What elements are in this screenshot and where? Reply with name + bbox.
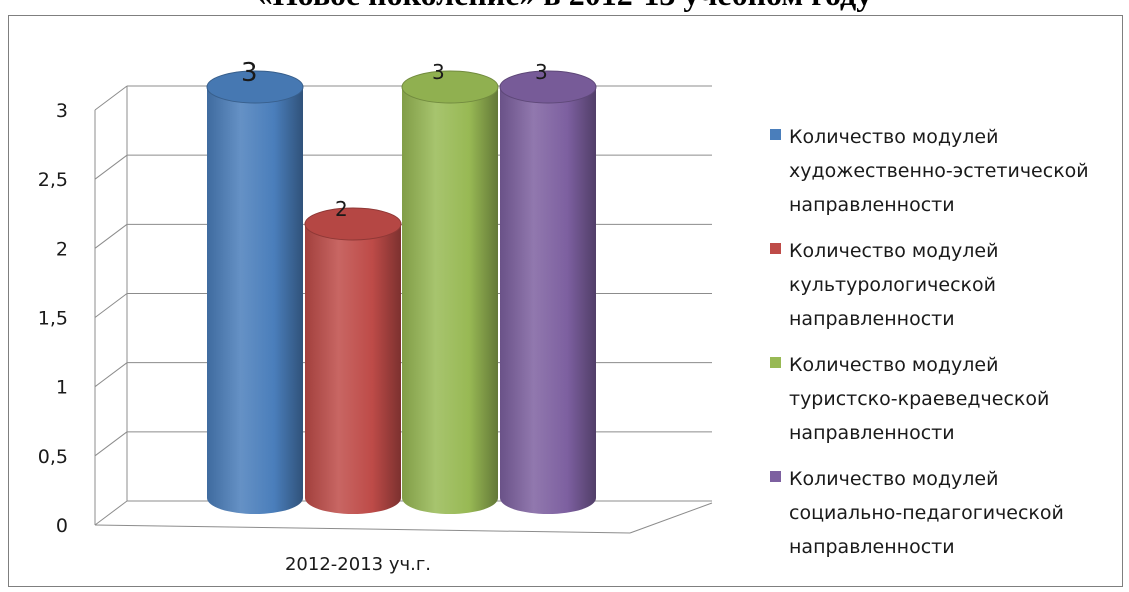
legend-label: Количество модулей туристско-краеведческ… <box>789 348 1049 450</box>
gridline-diagonal <box>94 500 128 526</box>
legend-label-line: Количество модулей <box>789 354 999 376</box>
bar-cylinder-top <box>499 70 597 104</box>
legend-item: Количество модулей социально-педагогичес… <box>770 462 1120 564</box>
data-label: 3 <box>241 58 258 88</box>
y-tick-label: 2 <box>56 238 68 260</box>
y-tick-label: 0 <box>56 515 68 537</box>
chart-title: «Новое поколение» в 2012-13 учебном году <box>0 0 1129 14</box>
data-label: 3 <box>535 60 548 84</box>
gridline-diagonal <box>94 362 128 388</box>
legend-label: Количество модулей социально-педагогичес… <box>789 462 1064 564</box>
chart-frame <box>8 15 1123 587</box>
legend-swatch <box>770 129 781 140</box>
y-tick-label: 1,5 <box>38 308 68 330</box>
gridline-diagonal <box>94 431 128 457</box>
floor-front-edge <box>94 524 631 534</box>
legend-label: Количество модулей культурологической на… <box>789 234 998 336</box>
x-tick-label: 2012-2013 уч.г. <box>285 554 431 575</box>
bar-cylinder <box>305 224 401 514</box>
legend-item: Количество модулей художественно-эстетич… <box>770 120 1120 222</box>
legend-label-line: Количество модулей <box>789 126 999 148</box>
data-label: 3 <box>432 60 445 84</box>
legend-swatch <box>770 471 781 482</box>
legend-label-line: направленности <box>789 194 955 216</box>
y-tick-label: 1 <box>56 377 68 399</box>
y-tick-label: 0,5 <box>38 446 68 468</box>
legend-label-line: Количество модулей <box>789 468 999 490</box>
legend-label-line: туристско-краеведческой <box>789 388 1050 410</box>
legend-item: Количество модулей культурологической на… <box>770 234 1120 336</box>
bar-cylinder <box>207 87 303 514</box>
bar-cylinder-top <box>304 207 402 241</box>
floor-right-edge <box>629 502 713 534</box>
legend-label-line: художественно-эстетической <box>789 160 1089 182</box>
bar-cylinder-top <box>206 70 304 104</box>
y-tick-label: 2,5 <box>38 169 68 191</box>
legend-swatch <box>770 243 781 254</box>
bar-cylinder <box>402 87 498 514</box>
legend-label-line: направленности <box>789 308 955 330</box>
legend: Количество модулей художественно-эстетич… <box>770 120 1120 576</box>
legend-swatch <box>770 357 781 368</box>
legend-label: Количество модулей художественно-эстетич… <box>789 120 1089 222</box>
bar-cylinder-top <box>401 70 499 104</box>
gridline-diagonal <box>94 293 128 318</box>
legend-label-line: Количество модулей <box>789 240 999 262</box>
gridline-diagonal <box>94 154 128 180</box>
y-tick-label: 3 <box>56 100 68 122</box>
data-label: 2 <box>335 197 348 221</box>
bar-cylinder <box>500 87 596 514</box>
legend-label-line: социально-педагогической <box>789 502 1064 524</box>
legend-item: Количество модулей туристско-краеведческ… <box>770 348 1120 450</box>
gridline-diagonal <box>94 85 128 111</box>
legend-label-line: культурологической <box>789 274 996 296</box>
legend-label-line: направленности <box>789 422 955 444</box>
legend-label-line: направленности <box>789 536 955 558</box>
gridline-diagonal <box>94 223 128 249</box>
